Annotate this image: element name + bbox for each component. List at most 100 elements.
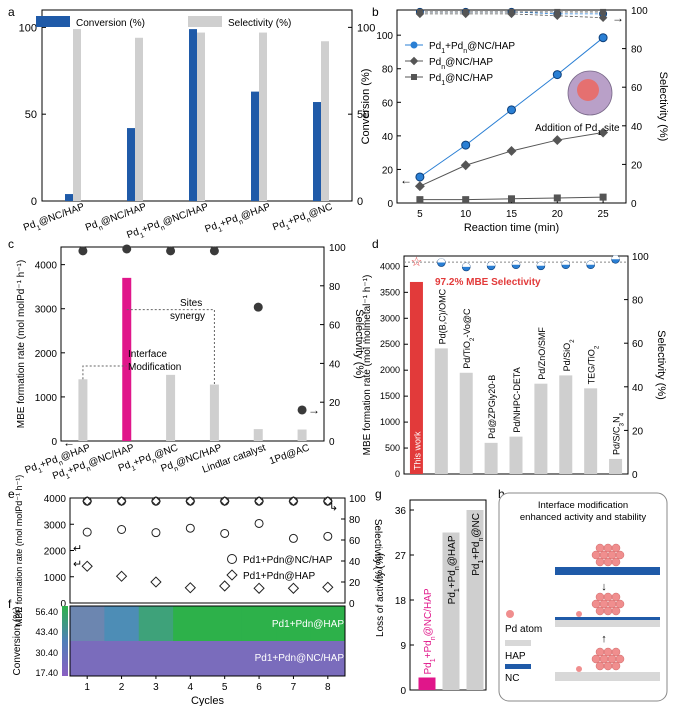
y2tick-label-e: 20 xyxy=(349,578,361,589)
heat-cell-top-2 xyxy=(138,606,174,641)
sel-point-2 xyxy=(462,8,469,15)
arrow-left-e2: ↵ xyxy=(73,559,82,571)
heat-cell-top-4 xyxy=(207,606,243,641)
sel-point-half-d xyxy=(561,260,570,265)
y2label-d: Selectivity (%) xyxy=(655,330,667,400)
sel-diamond-e-6 xyxy=(288,496,299,507)
arrow-up: ↑ xyxy=(601,633,607,645)
heat-cell-bottom-4 xyxy=(207,641,243,676)
ytick-label-b: 40 xyxy=(382,132,394,143)
bar-conversion-2 xyxy=(189,29,197,201)
heat-cell-top-0 xyxy=(70,606,105,641)
pd-atom-bottom xyxy=(576,666,582,672)
y2tick-label-b: 0 xyxy=(631,199,637,210)
ytick-label-d: 1500 xyxy=(380,391,400,401)
ytick-label-b: 100 xyxy=(376,31,393,42)
heat-cell-top-1 xyxy=(104,606,140,641)
chart-c: 0 1000 2000 3000 4000 0 20 40 60 80 100 MBE formati… xyxy=(16,243,365,482)
xtick-label-f: 3 xyxy=(153,682,159,693)
y2tick-label-b: 100 xyxy=(631,6,648,17)
heat-cell-bottom-0 xyxy=(70,641,105,676)
ytick-label-e: 3000 xyxy=(44,520,67,531)
y2tick-label-d: 0 xyxy=(632,470,638,481)
y2tick-label-a: 50 xyxy=(357,109,369,121)
heat-cell-bottom-2 xyxy=(138,641,174,676)
bar-d-1 xyxy=(434,348,448,474)
schematic-h: Interface modification enhanced activity… xyxy=(498,492,668,702)
y2tick-label-d: 100 xyxy=(632,252,649,263)
legend-swatch-selectivity xyxy=(188,16,222,27)
cluster-middle xyxy=(591,592,625,616)
ytick-label-e: 4000 xyxy=(44,494,67,505)
sel-diamond-e-1 xyxy=(116,496,127,507)
guide-interface xyxy=(82,365,127,380)
y2label-c: Selectivity (%) xyxy=(353,309,365,379)
point-hap-2 xyxy=(150,576,162,588)
ytick-label-e: 2000 xyxy=(44,547,67,558)
legend-label-b: Pdn@NC/HAP xyxy=(429,57,493,71)
sel-point-half-d xyxy=(536,261,545,266)
heat-cell-bottom-1 xyxy=(104,641,140,676)
particle-cluster-b xyxy=(577,79,599,101)
category-label-d: This work xyxy=(412,431,422,470)
bar-conversion-4 xyxy=(313,102,321,201)
sel-point-2 xyxy=(554,8,561,15)
legend-hap-label: HAP xyxy=(505,651,526,662)
sel-point-c-2 xyxy=(166,246,176,256)
ytick-label-b: 20 xyxy=(382,165,394,176)
y2tick-label-b: 80 xyxy=(631,45,643,56)
sel-circle-e-4 xyxy=(220,496,230,506)
point-nc-hap-4 xyxy=(220,528,230,538)
arrow-left-e1: ↵ xyxy=(73,543,82,555)
ylabel-c: MBE formation rate (mol molPd⁻¹ h⁻¹) xyxy=(16,260,27,428)
y2tick-label-e: 0 xyxy=(349,599,355,610)
arrow-down: ↓ xyxy=(601,581,607,593)
heat-cell-top-5 xyxy=(241,606,277,641)
sel-point-2 xyxy=(416,8,423,15)
point-0 xyxy=(552,70,562,80)
ytick-label-g: 27 xyxy=(395,551,407,562)
bar-g-1 xyxy=(442,532,460,690)
category-label-d: Pd(B,C)/OMC xyxy=(437,288,447,344)
legend-marker-hap xyxy=(226,569,238,581)
ylabel-f: Conversion (%) xyxy=(12,607,23,676)
bar-selectivity-0 xyxy=(73,29,81,201)
point-hap-1 xyxy=(115,570,128,582)
panel-letter-c: c xyxy=(8,237,14,251)
ytick-label-c: 4000 xyxy=(35,261,58,272)
sel-circle-e-1 xyxy=(117,496,127,506)
bar-selectivity-3 xyxy=(259,32,267,202)
point-0 xyxy=(598,33,608,43)
category-label-d: Pd@ZPGly20-B xyxy=(487,375,497,439)
arrow-right-e: ↳ xyxy=(329,501,338,513)
arrow-left-b: ← xyxy=(400,173,412,187)
point-2 xyxy=(599,193,607,201)
panel-letter-g: g xyxy=(375,487,382,501)
panel-letter-e: e xyxy=(8,487,15,501)
colorbar-label-f: 56.40 xyxy=(35,607,58,617)
schematic-title-line2: enhanced activity and stability xyxy=(520,512,646,523)
plot-frame-c xyxy=(60,246,325,442)
annotation-interface: Interface xyxy=(128,349,167,360)
annotation-b: Addition of Pd1 site xyxy=(535,123,620,137)
ytick-label-c: 2000 xyxy=(35,349,58,360)
point-0 xyxy=(461,140,471,150)
point-nc-hap-7 xyxy=(323,531,333,541)
heat-cell-bottom-3 xyxy=(173,641,208,676)
bar-label-g: Pd1+Pdn@HAP xyxy=(447,535,461,604)
ytick-label-d: 0 xyxy=(395,469,400,479)
y2tick-label-b: 20 xyxy=(631,160,643,171)
xtick-label-f: 1 xyxy=(84,682,90,693)
sel-point-half-d xyxy=(611,255,620,260)
bar-c-3 xyxy=(209,384,219,441)
bar-d-8 xyxy=(609,458,623,474)
sel-point-c-1 xyxy=(122,244,132,254)
legend-marker-b xyxy=(411,74,417,80)
legend-pd-atom: Pd atom xyxy=(505,624,542,635)
chart-f: 1 2 3 4 5 6 7 8 56.40 43.40 30.40 17.40 Conversion (… xyxy=(12,605,346,706)
bar-d-6 xyxy=(559,375,573,474)
category-label-d: Pd/ZnO/SMF xyxy=(537,327,547,380)
point-nc-hap-5 xyxy=(254,518,264,528)
